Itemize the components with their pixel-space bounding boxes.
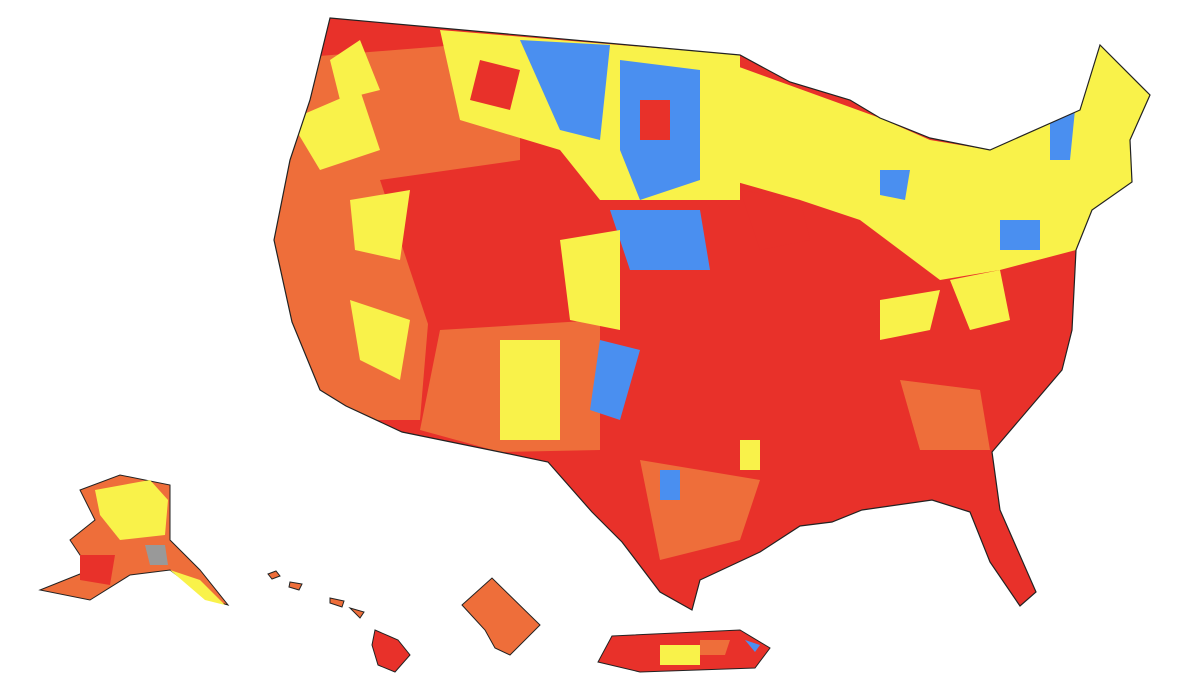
region-high bbox=[640, 100, 670, 140]
alaska-region bbox=[145, 545, 168, 565]
region-moderate bbox=[350, 190, 410, 260]
hawaii bbox=[329, 597, 345, 608]
region-moderate bbox=[560, 230, 620, 330]
region-low bbox=[660, 470, 680, 500]
region-high bbox=[470, 60, 520, 110]
region-moderate bbox=[880, 290, 940, 340]
hawaii bbox=[267, 570, 281, 580]
district-of-columbia bbox=[461, 577, 541, 656]
region-moderate bbox=[330, 40, 380, 100]
alaska-region bbox=[80, 555, 115, 585]
region-low bbox=[520, 40, 610, 140]
region-low bbox=[1000, 220, 1040, 250]
us-outline bbox=[273, 17, 1151, 611]
region-moderate bbox=[740, 440, 760, 470]
alaska-region bbox=[170, 570, 225, 605]
region-substantial bbox=[900, 380, 990, 450]
region-low bbox=[590, 340, 640, 420]
puerto-rico-region bbox=[745, 640, 760, 652]
region-low bbox=[1050, 110, 1075, 160]
region-low bbox=[880, 170, 910, 200]
region-moderate bbox=[720, 45, 1150, 280]
region-moderate bbox=[950, 270, 1010, 330]
region-low bbox=[610, 210, 710, 270]
hawaii bbox=[288, 581, 303, 591]
region-high bbox=[740, 190, 810, 250]
alaska-region bbox=[95, 480, 168, 540]
puerto-rico-region bbox=[700, 640, 730, 655]
hawaii bbox=[348, 606, 365, 619]
contiguous-states bbox=[274, 18, 1150, 610]
region-moderate bbox=[290, 90, 380, 170]
region-moderate bbox=[500, 340, 560, 440]
hawaii bbox=[371, 629, 411, 673]
puerto-rico-region bbox=[660, 645, 700, 665]
region-moderate bbox=[350, 300, 410, 380]
region-high bbox=[380, 160, 520, 330]
